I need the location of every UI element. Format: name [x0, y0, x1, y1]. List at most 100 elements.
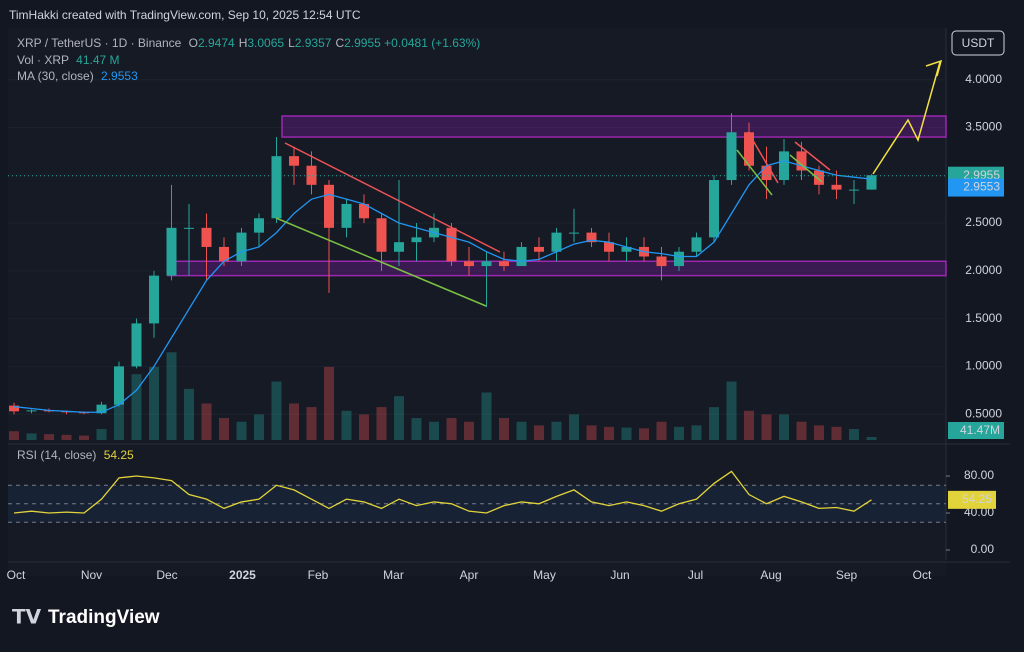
currency-button[interactable] [951, 30, 1005, 56]
candle-body [796, 151, 807, 171]
volume-bar [796, 421, 807, 440]
ohlc-label: O [188, 36, 198, 50]
projection-arrow [872, 61, 941, 175]
volume-bar [551, 421, 562, 440]
volume-bar [254, 414, 264, 440]
volume-bar [394, 396, 404, 440]
volume-bar [61, 434, 72, 440]
y-tick-label: 3.5000 [965, 120, 1002, 134]
volume-bar [499, 418, 509, 440]
candle-body [814, 170, 824, 185]
candle-body [464, 261, 474, 267]
logo-mark: 𝗧𝗩 [12, 606, 42, 628]
candle-body [149, 275, 159, 324]
trendline-green [275, 217, 487, 307]
candle-body [219, 246, 229, 262]
volume-bar [709, 407, 719, 440]
trendline-red [284, 142, 501, 253]
legend-main: XRP / TetherUS · 1D · Binance O2.9474 H3.… [17, 36, 480, 50]
candle-body [691, 237, 702, 252]
ohlc-label: C [335, 36, 345, 50]
candle-body [674, 251, 684, 267]
candle-body [289, 156, 299, 166]
candle-body [376, 218, 387, 252]
legend-volume: Vol · XRP 41.47 M [17, 53, 120, 67]
volume-bar [674, 426, 684, 440]
candle-body [586, 232, 597, 243]
rsi-badge-label: 54.25 [962, 492, 992, 506]
volume-bar [411, 418, 422, 440]
x-tick-label: Oct [913, 568, 932, 582]
candle-body [866, 175, 877, 190]
candle-body [849, 189, 859, 191]
volume-bar [131, 374, 142, 440]
candle-body [201, 227, 212, 247]
brand: TradingView [48, 607, 160, 628]
volume-bar [866, 436, 877, 440]
plot: 0.50001.00001.50002.00002.50003.00003.50… [7, 72, 1010, 582]
candle-body [306, 165, 317, 185]
volume-bar [691, 425, 702, 440]
volume-bar [761, 414, 772, 440]
volume-bar [376, 407, 387, 440]
volume-bar [604, 426, 614, 440]
volume-bar [236, 421, 247, 440]
volume-bar [744, 410, 754, 440]
candle-body [779, 151, 789, 181]
x-tick-label: Apr [460, 568, 479, 582]
volume-bar [79, 435, 89, 440]
rsi-badge [948, 490, 996, 509]
x-tick-label: Nov [81, 568, 102, 582]
ohlc-value: 2.9474 [197, 36, 235, 50]
rsi-line [13, 470, 872, 514]
ma-last: 2.9553 [101, 69, 138, 83]
candle-body [341, 203, 352, 228]
y-tick-label: 2.5000 [965, 215, 1002, 229]
candle-body [324, 184, 334, 228]
candle-body [516, 246, 527, 267]
trendline-green [736, 149, 773, 196]
volume-bar [726, 381, 737, 440]
volume-bar [464, 421, 474, 440]
y-tick-label: 2.0000 [965, 263, 1002, 277]
candle-body [656, 256, 667, 267]
ohlc-label: L [288, 36, 295, 50]
ma-line [13, 160, 872, 413]
candle-body [761, 165, 772, 181]
currency-label[interactable]: USDT [962, 36, 995, 50]
volume-bar [184, 388, 194, 440]
x-tick-label: Jul [688, 568, 703, 582]
volume-bar [219, 418, 229, 440]
legend-rsi: RSI (14, close) 54.25 [17, 448, 134, 462]
volume-bar [359, 414, 369, 440]
credit: TimHakki created with TradingView.com, S… [9, 8, 361, 22]
volume-bar [446, 418, 457, 440]
rsi-band [8, 485, 946, 523]
candle-body [446, 227, 457, 262]
volume-badge [948, 422, 1004, 439]
change: +0.0481 (+1.63%) [384, 36, 481, 50]
zone [167, 260, 947, 277]
candle-body [394, 242, 404, 252]
volume-bar [814, 425, 824, 440]
volume-bar [586, 425, 597, 440]
volume-bar [639, 428, 649, 440]
volume-bar [534, 425, 544, 440]
volume-bar [831, 426, 842, 440]
symbol: XRP / TetherUS · 1D · Binance [17, 36, 182, 50]
arrow-head [925, 59, 943, 77]
x-tick-label: Mar [383, 568, 404, 582]
ohlc: O2.9474 H3.0065 L2.9357 C2.9955 [185, 36, 381, 50]
ohlc-value: 2.9955 [344, 36, 381, 50]
rsi-tick-label: 80.00 [964, 468, 994, 482]
rsi-tick-label: 0.00 [971, 542, 995, 556]
candle-body [411, 237, 422, 243]
x-tick-label: Jun [610, 568, 629, 582]
trendline-green [789, 154, 823, 183]
candle-body [254, 218, 264, 233]
ma-name: MA (30, close) [17, 69, 94, 83]
volume-bar [324, 366, 334, 440]
candle-body [9, 405, 19, 412]
